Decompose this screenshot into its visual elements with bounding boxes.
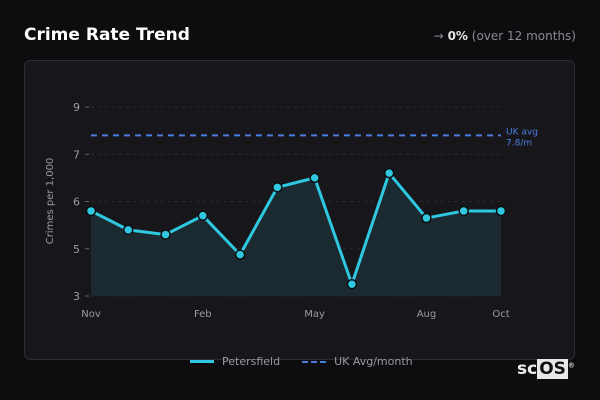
change-value: 0% xyxy=(447,29,468,43)
chart-title: Crime Rate Trend xyxy=(24,25,190,45)
legend-solid-line-icon xyxy=(190,360,214,363)
x-tick-label: May xyxy=(304,309,325,320)
data-point xyxy=(421,212,432,224)
x-tick-label: Oct xyxy=(492,309,509,320)
data-point xyxy=(309,172,320,184)
data-point xyxy=(495,205,507,217)
scos-logo: sc OS ® xyxy=(517,359,575,379)
data-point xyxy=(458,205,469,217)
legend-label: UK Avg/month xyxy=(334,355,413,368)
legend-dashed-line-icon xyxy=(302,360,327,363)
data-point xyxy=(346,278,358,290)
change-note: (over 12 months) xyxy=(471,29,576,43)
data-point xyxy=(160,229,171,240)
data-point xyxy=(272,182,283,193)
data-point xyxy=(123,224,134,236)
y-tick-label: 3 xyxy=(73,290,80,303)
legend: Petersfield UK Avg/month xyxy=(190,355,413,368)
data-point xyxy=(383,167,395,179)
legend-item-petersfield[interactable]: Petersfield xyxy=(190,355,280,368)
x-tick-label: Feb xyxy=(194,309,212,320)
data-point xyxy=(234,249,246,260)
area-fill xyxy=(91,173,501,296)
x-tick-label: Nov xyxy=(81,309,101,320)
data-point xyxy=(85,205,97,217)
legend-item-uk-avg[interactable]: UK Avg/month xyxy=(302,355,413,368)
uk-avg-value: 7.8/m xyxy=(506,138,532,148)
y-tick-label: 5 xyxy=(73,243,80,256)
y-axis-label: Crimes per 1,000 xyxy=(45,158,56,245)
series-line-petersfield xyxy=(90,171,501,286)
trend-arrow-icon: → xyxy=(433,29,444,43)
x-tick-label: Aug xyxy=(417,309,437,320)
y-tick-label: 7 xyxy=(73,148,80,161)
change-indicator: → 0% (over 12 months) xyxy=(434,29,576,43)
data-point xyxy=(197,210,209,221)
y-tick-label: 6 xyxy=(73,196,80,209)
y-tick-label: 9 xyxy=(73,101,80,114)
legend-label: Petersfield xyxy=(222,355,281,368)
uk-avg-label: UK avg xyxy=(506,127,538,137)
